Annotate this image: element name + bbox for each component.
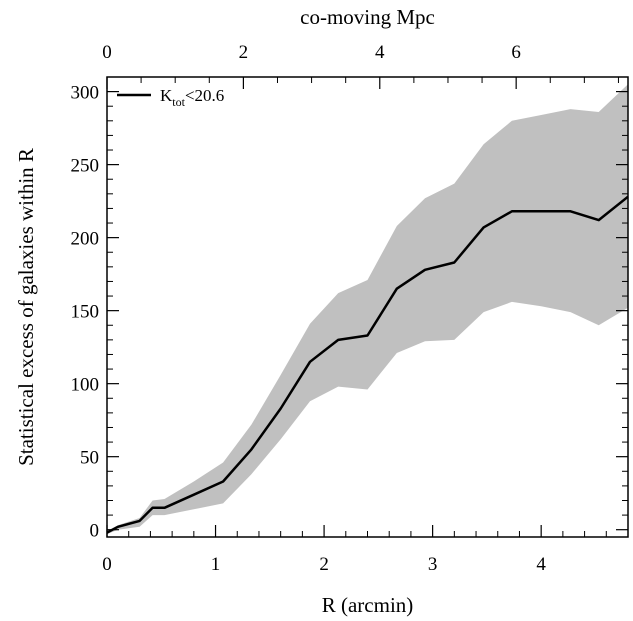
legend-label-subscript: tot <box>172 95 185 109</box>
y-tick-label: 100 <box>71 375 100 396</box>
legend-label-main: K <box>160 86 173 105</box>
legend-label-threshold: <20.6 <box>185 86 224 105</box>
x-axis-title: R (arcmin) <box>322 593 414 617</box>
x-tick-label: 4 <box>536 554 546 575</box>
y-tick-label: 300 <box>71 83 100 104</box>
ticks-layer: 0 1 2 3 4 0 2 4 6 0 50 100 150 200 250 300 <box>71 42 628 575</box>
top-tick-label: 0 <box>102 42 112 63</box>
top-tick-label: 2 <box>239 42 249 63</box>
y-tick-label: 50 <box>80 448 99 469</box>
y-tick-label: 200 <box>71 229 100 250</box>
legend-label: Ktot<20.6 <box>160 86 224 109</box>
series-line-0 <box>106 195 629 534</box>
y-tick-label: 250 <box>71 156 100 177</box>
y-tick-label: 0 <box>90 521 100 542</box>
y-axis-title: Statistical excess of galaxies within R <box>14 148 38 466</box>
x-tick-label: 0 <box>102 554 112 575</box>
x-tick-label: 3 <box>428 554 438 575</box>
top-tick-label: 6 <box>511 42 521 63</box>
legend: Ktot<20.6 <box>117 86 224 109</box>
y-tick-label: 150 <box>71 302 100 323</box>
x-tick-label: 1 <box>211 554 221 575</box>
top-tick-label: 4 <box>375 42 385 63</box>
uncertainty-band-layer <box>107 84 628 535</box>
x-tick-label: 2 <box>319 554 329 575</box>
series-line-layer <box>106 195 629 534</box>
top-axis-title: co-moving Mpc <box>300 5 435 29</box>
uncertainty-band-0 <box>107 84 628 535</box>
